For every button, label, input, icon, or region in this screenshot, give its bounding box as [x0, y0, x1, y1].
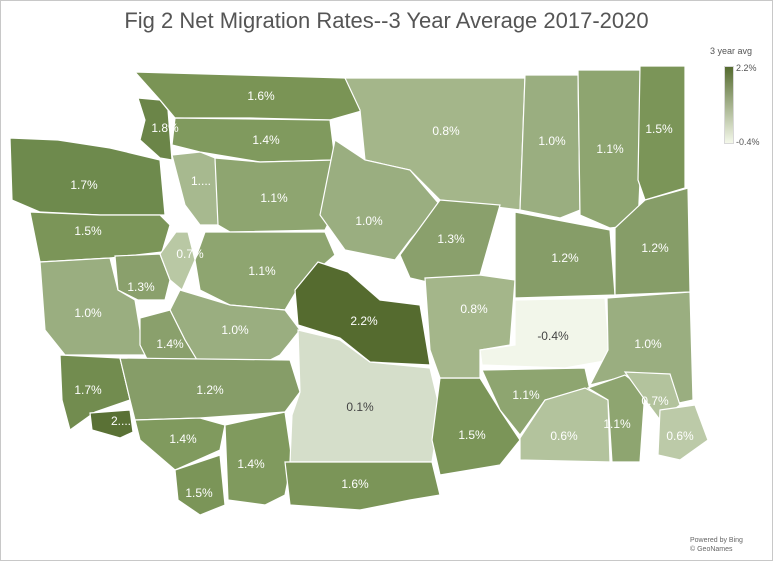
- county-chelan[interactable]: [319, 139, 441, 261]
- county-benton[interactable]: [431, 377, 521, 476]
- label-klickitat: 1.6%: [341, 477, 369, 491]
- label-clark: 1.5%: [185, 486, 213, 500]
- label-asotin: 0.6%: [666, 429, 694, 443]
- label-whitman: 1.0%: [634, 337, 662, 351]
- county-wahkiakum[interactable]: [89, 409, 134, 439]
- label-adams: -0.4%: [537, 329, 569, 343]
- label-san-juan: 1.8%: [151, 121, 179, 135]
- county-lewis[interactable]: [119, 357, 301, 421]
- label-okanogan: 0.8%: [432, 124, 460, 138]
- county-cowlitz[interactable]: [134, 417, 226, 471]
- legend-title: 3 year avg: [710, 46, 753, 56]
- label-spokane: 1.2%: [641, 241, 669, 255]
- label-columbia: 1.1%: [603, 417, 631, 431]
- label-garfield: 0.7%: [641, 394, 669, 408]
- label-skamania: 1.4%: [237, 457, 265, 471]
- county-asotin[interactable]: [657, 404, 709, 461]
- legend-min-label: -0.4%: [736, 137, 760, 147]
- label-benton: 1.5%: [458, 428, 486, 442]
- legend-color-bar: [724, 66, 734, 144]
- county-clallam[interactable]: [9, 137, 166, 216]
- county-klickitat[interactable]: [284, 461, 441, 511]
- label-clallam: 1.7%: [70, 178, 98, 192]
- label-lewis: 1.2%: [196, 383, 224, 397]
- label-douglas: 1.3%: [437, 232, 465, 246]
- credit-geonames: © GeoNames: [690, 546, 733, 553]
- county-kittitas[interactable]: [294, 261, 431, 366]
- legend-max-label: 2.2%: [736, 63, 757, 73]
- county-adams[interactable]: [479, 297, 611, 369]
- label-pierce: 1.0%: [221, 323, 249, 337]
- county-skamania[interactable]: [224, 411, 293, 506]
- label-king: 1.1%: [248, 264, 276, 278]
- map-title: Fig 2 Net Migration Rates--3 Year Averag…: [124, 8, 649, 33]
- label-skagit: 1.4%: [252, 133, 280, 147]
- label-wahkiakum: 2....: [111, 414, 131, 428]
- label-walla-walla: 0.6%: [550, 429, 578, 443]
- label-island: 1....: [191, 174, 211, 188]
- label-snohomish: 1.1%: [260, 191, 288, 205]
- label-kitsap: 0.7%: [176, 247, 204, 261]
- label-whatcom: 1.6%: [247, 89, 275, 103]
- label-cowlitz: 1.4%: [169, 432, 197, 446]
- label-mason: 1.3%: [127, 280, 155, 294]
- label-pacific: 1.7%: [74, 383, 102, 397]
- label-yakima: 0.1%: [346, 400, 374, 414]
- credit-bing: Powered by Bing: [690, 537, 743, 544]
- county-columbia[interactable]: [586, 374, 646, 463]
- label-chelan: 1.0%: [355, 214, 383, 228]
- label-ferry: 1.0%: [538, 134, 566, 148]
- label-kittitas: 2.2%: [350, 314, 378, 328]
- label-stevens: 1.1%: [596, 142, 624, 156]
- label-pend-oreille: 1.5%: [645, 122, 673, 136]
- label-grays-harbor: 1.0%: [74, 306, 102, 320]
- label-jefferson: 1.5%: [74, 224, 102, 238]
- label-thurston: 1.4%: [156, 337, 184, 351]
- label-grant: 0.8%: [460, 302, 488, 316]
- label-franklin: 1.1%: [512, 388, 540, 402]
- county-ferry[interactable]: [519, 74, 581, 219]
- county-spokane[interactable]: [614, 187, 691, 296]
- county-clark[interactable]: [174, 454, 226, 516]
- label-lincoln: 1.2%: [551, 251, 579, 265]
